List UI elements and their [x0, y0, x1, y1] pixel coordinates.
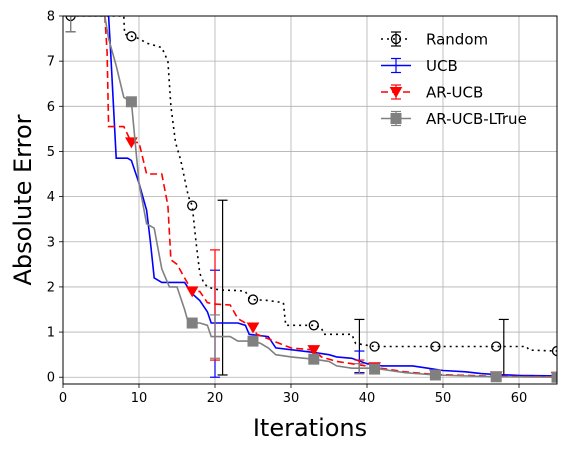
x-axis-title: Iterations — [253, 414, 367, 442]
data-point-ar-ucb-ltrue — [551, 371, 557, 383]
y-tick-label: 1 — [47, 326, 55, 341]
data-point-ar-ucb-ltrue — [247, 335, 259, 347]
data-point-ar-ucb — [125, 137, 138, 149]
legend-item-random: Random — [381, 31, 488, 49]
data-point-ar-ucb-ltrue — [369, 363, 381, 375]
data-point-ar-ucb-ltrue — [308, 353, 320, 365]
y-axis-title: Absolute Error — [9, 114, 37, 285]
legend-label-ar-ucb-ltrue: AR-UCB-LTrue — [426, 110, 527, 128]
x-tick-label: 10 — [131, 391, 148, 406]
x-tick-label: 50 — [435, 391, 452, 406]
data-point-random — [491, 341, 502, 352]
legend-label-ar-ucb: AR-UCB — [426, 84, 483, 102]
data-point-random — [126, 31, 137, 42]
data-point-ar-ucb — [246, 322, 260, 334]
x-tick-label: 40 — [359, 391, 376, 406]
y-tick-label: 0 — [47, 371, 55, 386]
gridlines — [62, 15, 557, 384]
y-tick-label: 4 — [47, 190, 55, 205]
data-point-random — [308, 320, 319, 331]
plot-frame — [62, 15, 558, 385]
data-point-random — [187, 200, 198, 211]
legend-marker-ar-ucb-ltrue — [390, 113, 402, 124]
y-tick-label: 3 — [47, 235, 55, 250]
data-point-ar-ucb — [185, 286, 199, 298]
data-point-ar-ucb — [307, 345, 321, 357]
axis-ticks: 0 10 20 30 40 50 60 0 1 2 3 4 5 6 7 8 — [47, 10, 528, 407]
data-point-random — [430, 341, 441, 352]
x-tick-label: 20 — [207, 391, 224, 406]
y-tick-label: 2 — [47, 280, 55, 295]
legend-marker-ar-ucb — [389, 87, 403, 98]
legend-label-random: Random — [426, 31, 488, 49]
legend-item-ar-ucb: AR-UCB — [381, 84, 483, 102]
x-tick-label: 30 — [283, 391, 300, 406]
legend-item-ucb: UCB — [381, 57, 458, 75]
x-tick-label: 60 — [511, 391, 528, 406]
data-point-random — [247, 294, 259, 305]
data-point-random — [369, 341, 380, 352]
series-ar-ucb-ltrue — [65, 16, 557, 383]
data-point-ar-ucb-ltrue — [429, 369, 441, 381]
x-tick-label: 0 — [59, 391, 67, 406]
y-tick-label: 7 — [47, 55, 55, 70]
legend: Random UCB AR-UCB AR-UCB-LTrue — [381, 31, 527, 128]
y-tick-label: 6 — [47, 100, 55, 115]
series-line-ar-ucb — [104, 16, 557, 378]
legend-item-ar-ucb-ltrue: AR-UCB-LTrue — [381, 110, 527, 128]
legend-label-ucb: UCB — [426, 57, 458, 75]
data-point-ar-ucb-ltrue — [186, 317, 198, 329]
data-point-random — [551, 345, 557, 357]
series-line-random — [70, 16, 557, 352]
series-line-ar-ucb-ltrue — [70, 16, 557, 378]
y-tick-label: 5 — [47, 145, 55, 160]
series-line-ucb — [107, 16, 557, 377]
series-layer — [65, 16, 557, 383]
data-point-ar-ucb-ltrue — [125, 96, 137, 108]
data-point-ar-ucb-ltrue — [490, 371, 502, 383]
legend-marker-random — [390, 33, 402, 45]
y-tick-label: 8 — [47, 10, 55, 25]
